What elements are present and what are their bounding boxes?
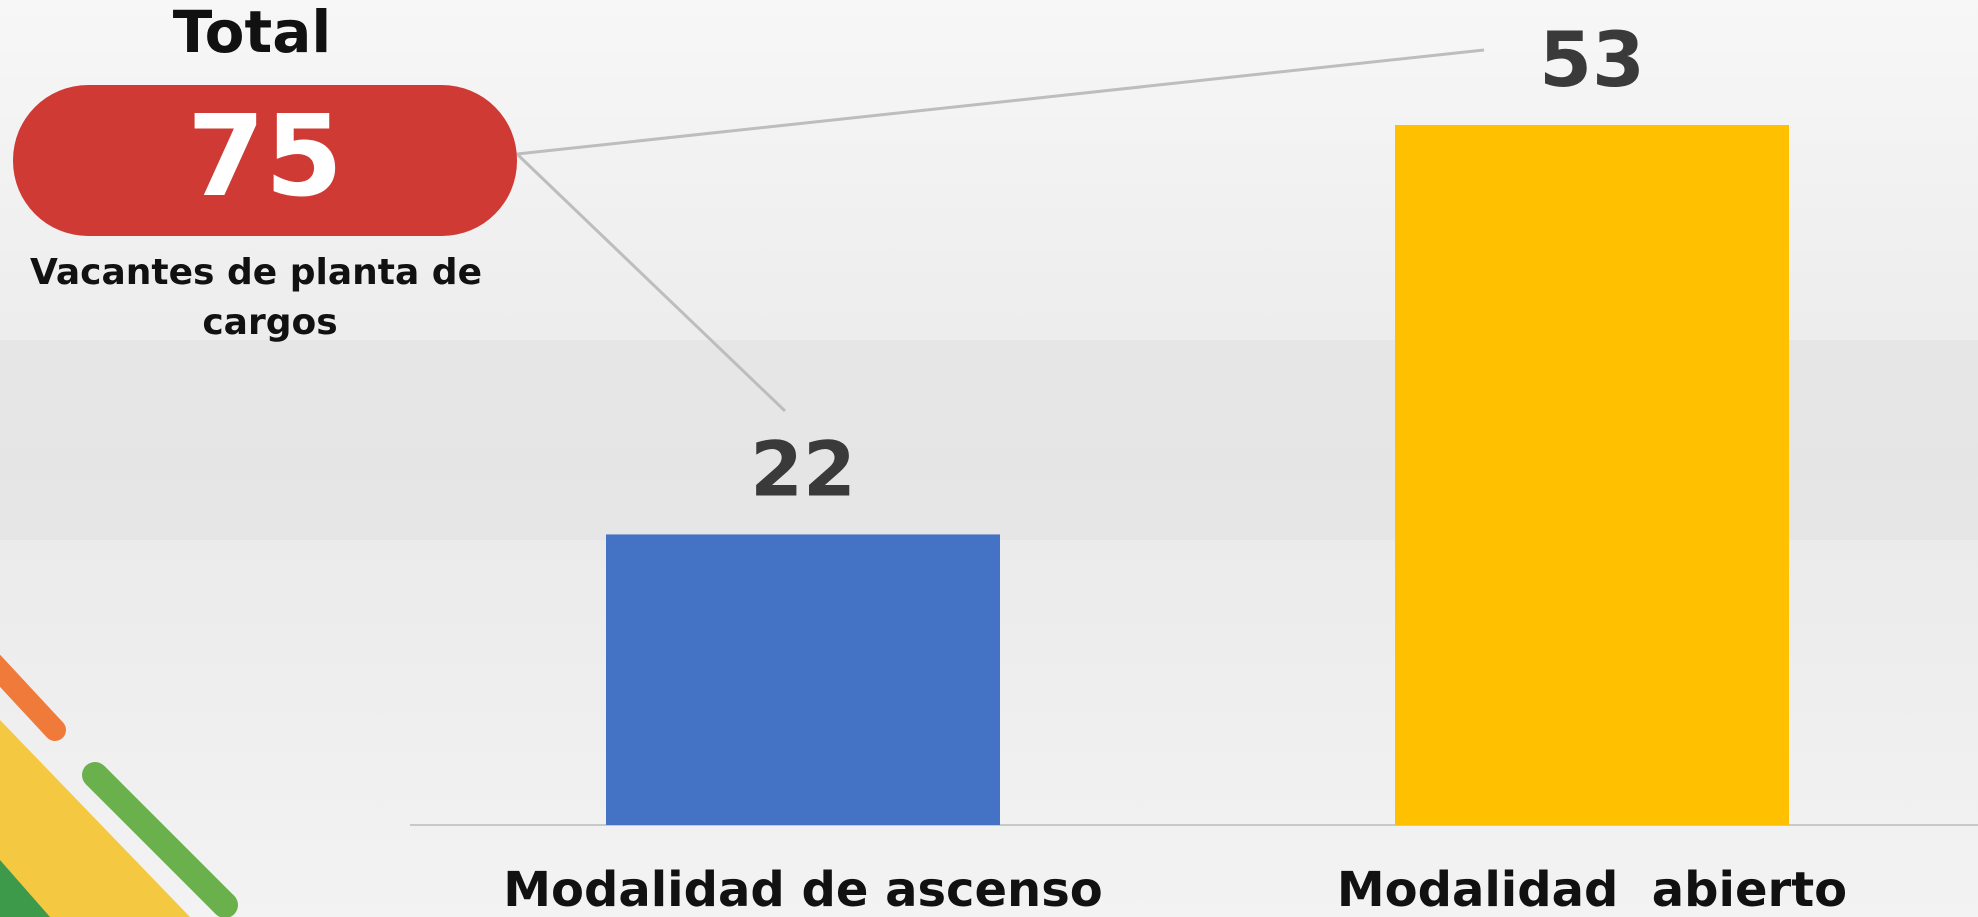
total-caption: cargos bbox=[202, 302, 337, 343]
connector bbox=[516, 48, 1485, 156]
total-value: 75 bbox=[187, 92, 343, 222]
bar bbox=[606, 534, 1000, 825]
decor-stripe bbox=[82, 762, 238, 917]
total-caption: Vacantes de planta de bbox=[30, 252, 482, 293]
decor-stripe bbox=[0, 860, 50, 917]
x-tick-label: Modalidad de ascenso bbox=[503, 862, 1103, 917]
connector bbox=[515, 152, 787, 413]
data-label: 53 bbox=[1539, 15, 1645, 104]
bar bbox=[1395, 125, 1789, 825]
total-pill bbox=[13, 85, 517, 236]
decor-stripe bbox=[0, 720, 190, 917]
x-tick-label: Modalidad abierto bbox=[1337, 862, 1847, 917]
decor-stripe bbox=[0, 654, 66, 741]
data-label: 22 bbox=[750, 424, 856, 513]
total-title: Total bbox=[173, 0, 331, 66]
